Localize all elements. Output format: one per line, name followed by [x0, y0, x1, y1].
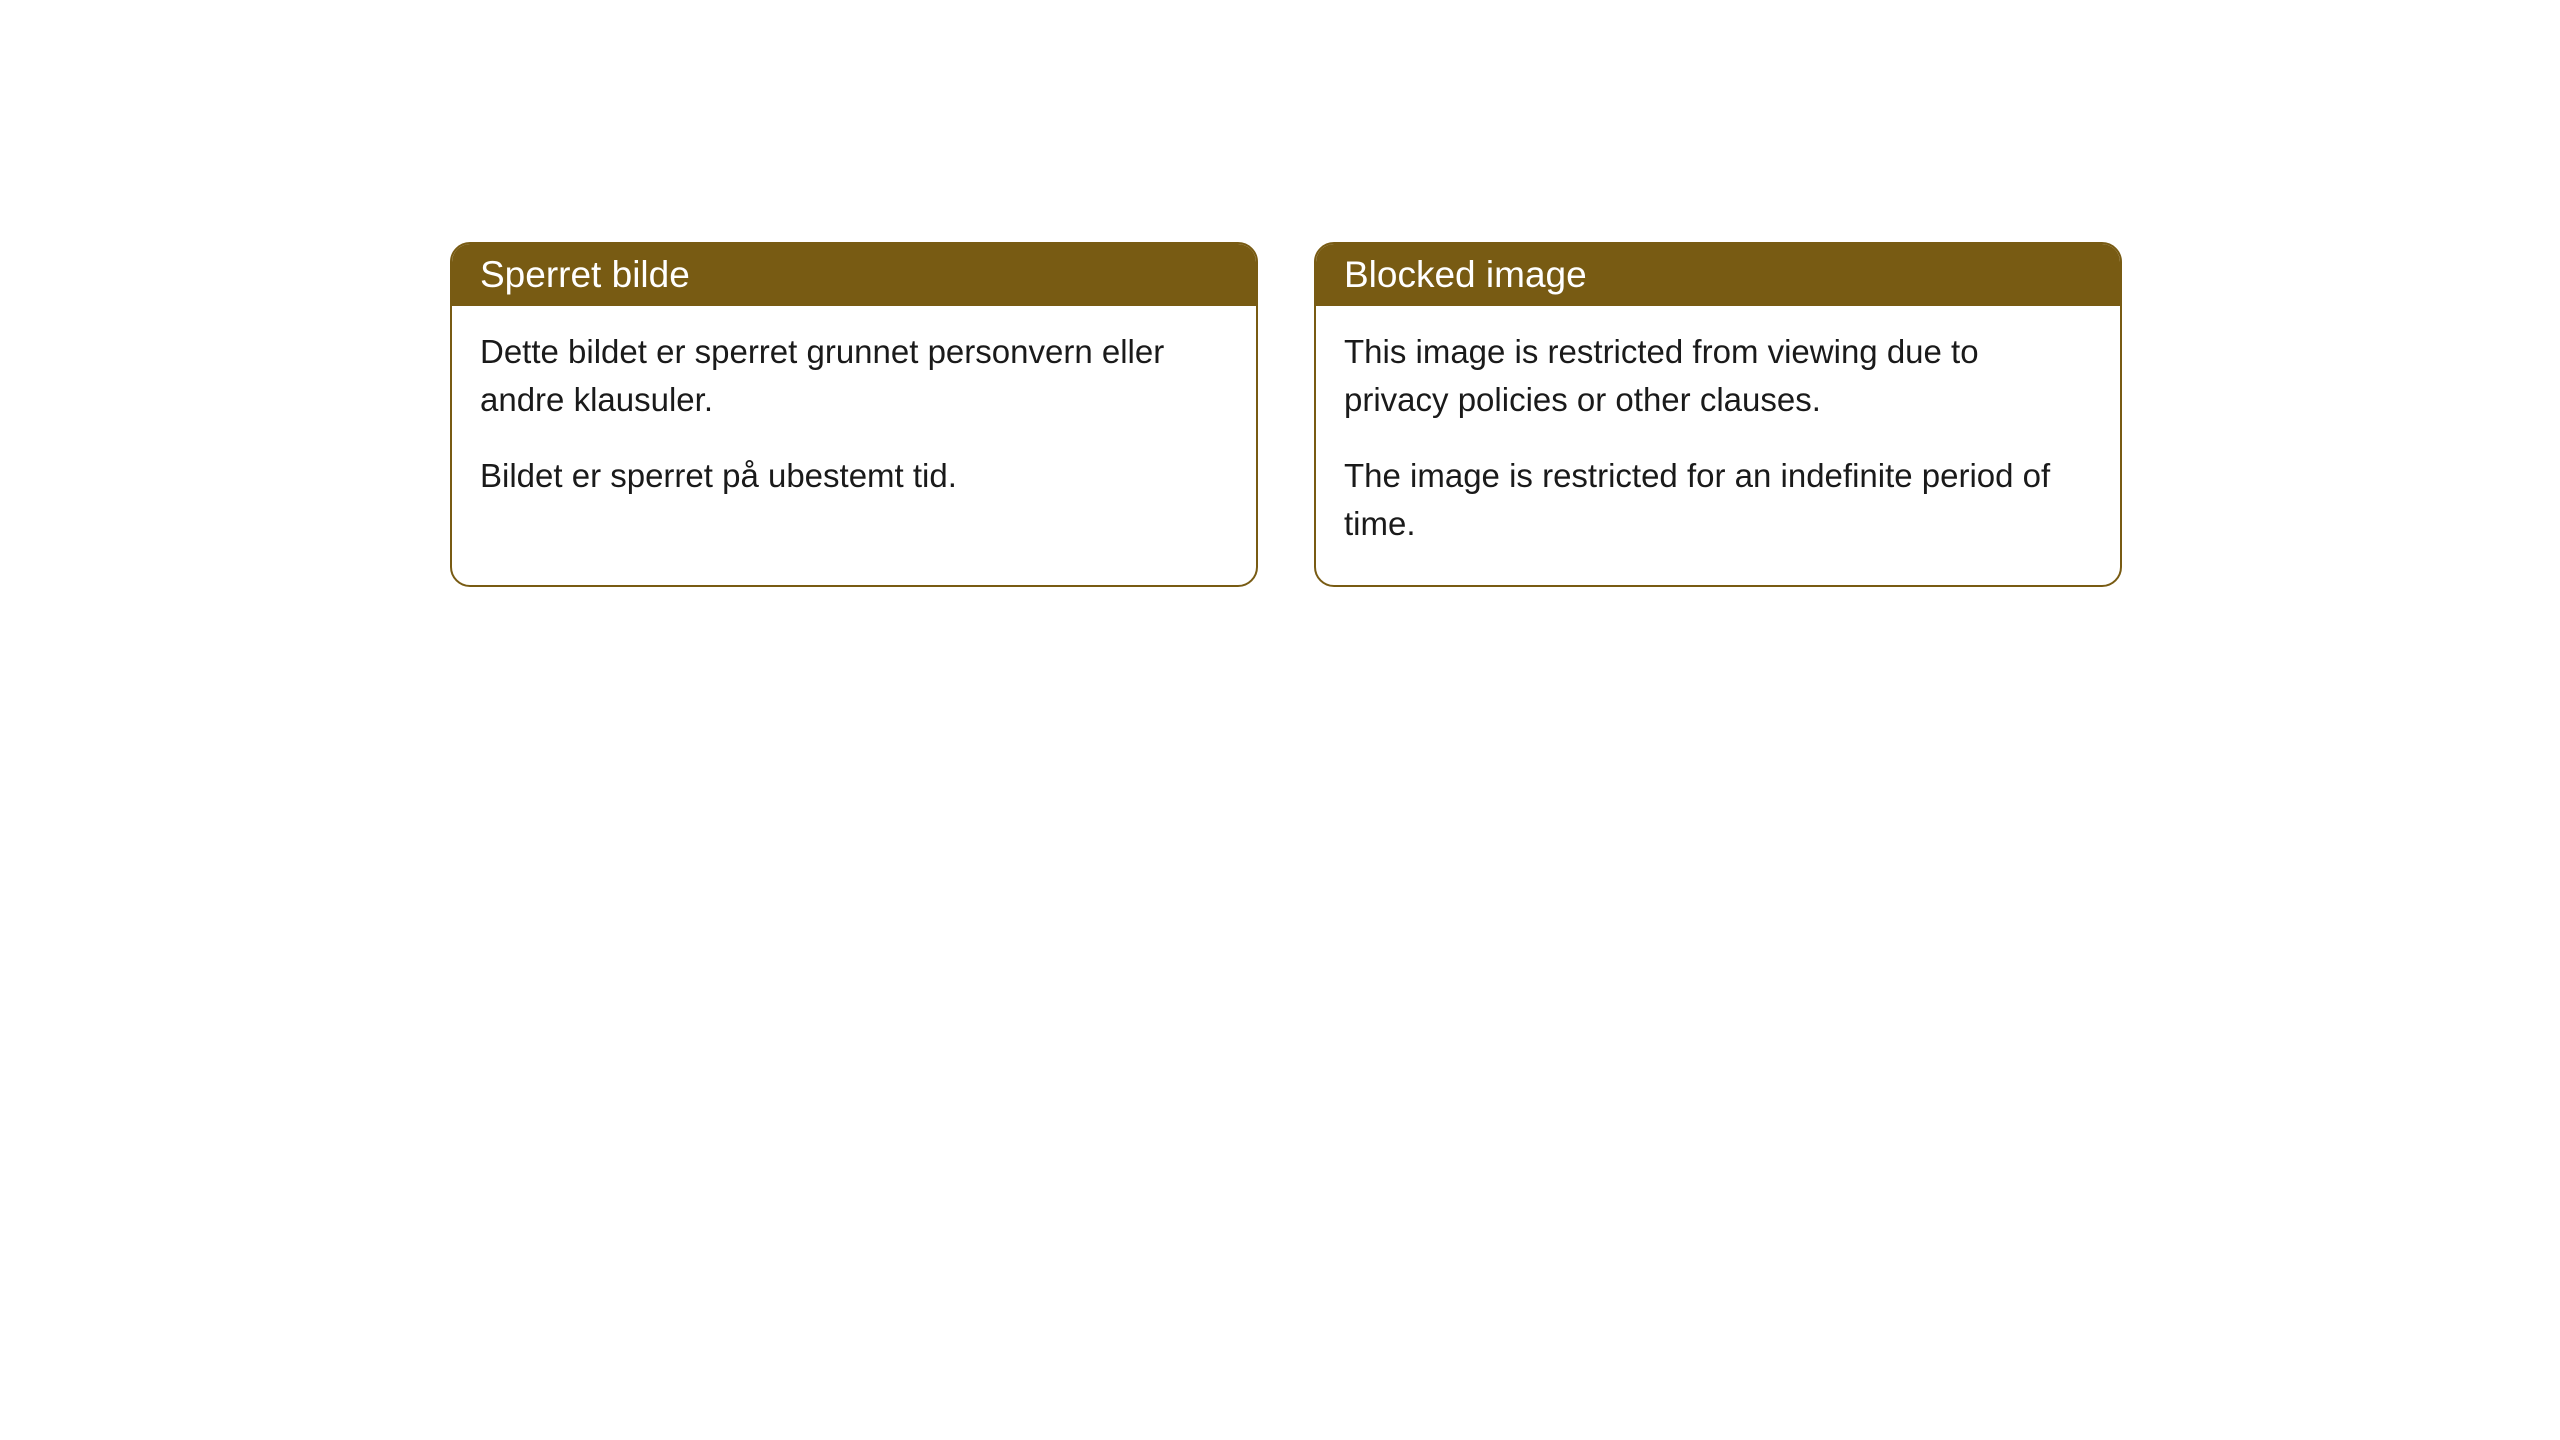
card-header-en: Blocked image: [1316, 244, 2120, 306]
card-body-no: Dette bildet er sperret grunnet personve…: [452, 306, 1256, 538]
card-title-no: Sperret bilde: [480, 254, 690, 295]
card-paragraph-no-2: Bildet er sperret på ubestemt tid.: [480, 452, 1228, 500]
blocked-image-card-no: Sperret bilde Dette bildet er sperret gr…: [450, 242, 1258, 587]
card-paragraph-en-2: The image is restricted for an indefinit…: [1344, 452, 2092, 548]
card-title-en: Blocked image: [1344, 254, 1587, 295]
card-body-en: This image is restricted from viewing du…: [1316, 306, 2120, 585]
blocked-image-card-en: Blocked image This image is restricted f…: [1314, 242, 2122, 587]
card-paragraph-no-1: Dette bildet er sperret grunnet personve…: [480, 328, 1228, 424]
card-header-no: Sperret bilde: [452, 244, 1256, 306]
card-paragraph-en-1: This image is restricted from viewing du…: [1344, 328, 2092, 424]
notice-cards-container: Sperret bilde Dette bildet er sperret gr…: [450, 242, 2122, 587]
